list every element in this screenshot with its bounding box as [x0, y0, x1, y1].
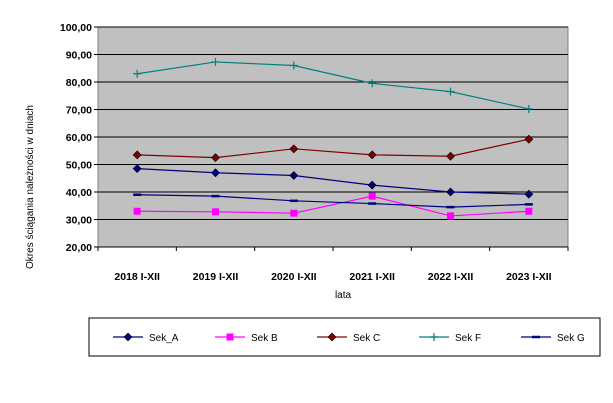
legend-label: Sek B: [251, 333, 278, 344]
data-point-marker: [446, 151, 455, 161]
data-point-marker: [211, 168, 220, 178]
y-tick-label: 80,00: [66, 77, 92, 89]
data-point-marker: [447, 212, 454, 220]
legend-label: Sek G: [557, 333, 585, 344]
legend-label: Sek F: [455, 333, 481, 344]
data-point-marker: [211, 57, 220, 66]
x-axis-ticks: 2018 I-XII 2019 I-XII 2020 I-XII 2021 I-XII…: [97, 247, 569, 283]
data-point-marker: [430, 333, 438, 341]
legend-item: Sek G: [521, 333, 585, 344]
y-axis-label: Okres ściągania należności w dniach: [25, 105, 36, 269]
data-point-marker: [367, 150, 377, 160]
data-point-marker: [212, 208, 219, 216]
data-point-marker: [132, 164, 142, 174]
data-point-marker: [211, 153, 220, 163]
series-line: [137, 168, 529, 195]
x-tick-label: 2019 I-XII: [193, 271, 239, 283]
series-sek-a: [132, 164, 534, 199]
data-point-marker: [123, 332, 133, 342]
y-tick-label: 30,00: [66, 215, 92, 227]
series-sek-c: [132, 134, 534, 163]
data-point-marker: [226, 333, 234, 341]
legend-label: Sek_A: [149, 333, 179, 344]
y-tick-label: 40,00: [66, 187, 92, 199]
legend-item: Sek B: [215, 333, 278, 344]
series-sek-b: [133, 192, 533, 220]
data-point-marker: [289, 171, 299, 180]
data-point-marker: [133, 69, 142, 78]
y-axis-ticks: 20,00 30,00 40,00 50,00 60,00 70,00 80,00 90,00…: [60, 22, 98, 254]
series-sek-f: [133, 57, 533, 113]
data-point-marker: [524, 104, 533, 113]
series-layer: [132, 57, 534, 220]
x-tick-label: 2021 I-XII: [349, 271, 395, 283]
data-point-marker: [289, 144, 299, 154]
data-point-marker: [132, 150, 142, 160]
x-tick-label: 2018 I-XII: [114, 271, 160, 283]
data-point-marker: [524, 189, 534, 199]
data-point-marker: [446, 187, 455, 197]
legend-item: Sek C: [317, 332, 380, 344]
data-point-marker: [290, 209, 298, 217]
series-line: [137, 61, 529, 110]
y-tick-label: 60,00: [66, 132, 92, 144]
data-point-marker: [133, 207, 141, 215]
series-line: [137, 138, 529, 159]
data-point-marker: [524, 134, 534, 144]
x-tick-label: 2020 I-XII: [271, 271, 317, 283]
legend-item: Sek_A: [113, 332, 179, 344]
y-tick-label: 70,00: [66, 105, 92, 117]
data-point-marker: [368, 192, 376, 200]
data-point-marker: [367, 180, 377, 190]
x-tick-label: 2023 I-XII: [506, 271, 552, 283]
legend-item: Sek F: [419, 333, 481, 344]
legend-label: Sek C: [353, 333, 380, 344]
series-line: [137, 195, 529, 217]
data-point-marker: [368, 79, 377, 88]
data-point-marker: [525, 207, 533, 215]
y-tick-label: 50,00: [66, 160, 92, 172]
y-tick-label: 20,00: [66, 242, 92, 254]
x-tick-label: 2022 I-XII: [428, 271, 474, 283]
data-point-marker: [327, 332, 337, 342]
legend: Sek_A Sek B Sek C Sek F Sek G: [113, 332, 585, 344]
data-point-marker: [446, 87, 455, 96]
x-axis-label: lata: [335, 290, 352, 301]
series-line: [137, 194, 529, 208]
y-tick-label: 90,00: [66, 50, 92, 62]
data-point-marker: [289, 61, 298, 70]
series-sek-g: [133, 193, 533, 209]
y-tick-label: 100,00: [60, 22, 92, 34]
